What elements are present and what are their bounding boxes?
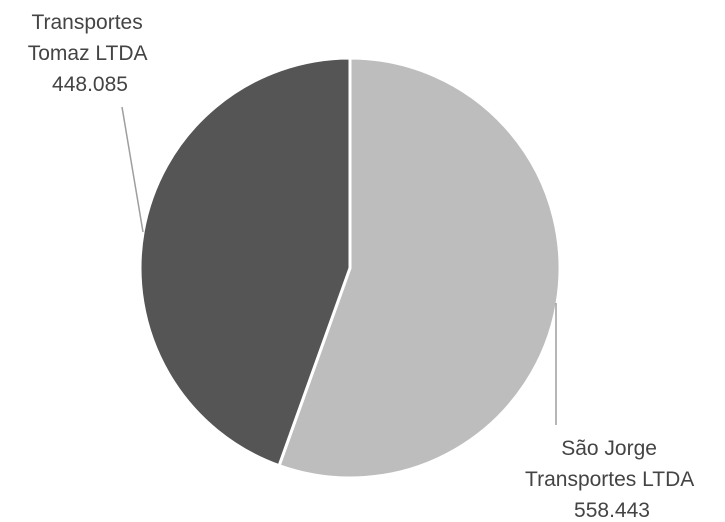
slice-label-tomaz: Transportes Tomaz LTDA 448.085 (28, 11, 153, 96)
pie-slice-sao-jorge (277, 56, 562, 480)
leader-lines (121, 106, 557, 425)
leader-line-tomaz (121, 106, 144, 233)
slice-label-sao-jorge-line-1: São Jorge (561, 437, 657, 460)
slice-label-sao-jorge-line-2: Transportes LTDA (525, 468, 694, 491)
slice-label-sao-jorge: São Jorge Transportes LTDA 558.443 (525, 437, 699, 522)
slice-value-tomaz: 448.085 (52, 73, 128, 96)
slice-label-tomaz-line-2: Tomaz LTDA (28, 42, 148, 65)
slice-value-sao-jorge: 558.443 (574, 499, 650, 522)
slice-label-tomaz-line-1: Transportes (31, 11, 142, 34)
pie-slice-tomaz (138, 56, 352, 468)
pie-slices (138, 56, 562, 480)
